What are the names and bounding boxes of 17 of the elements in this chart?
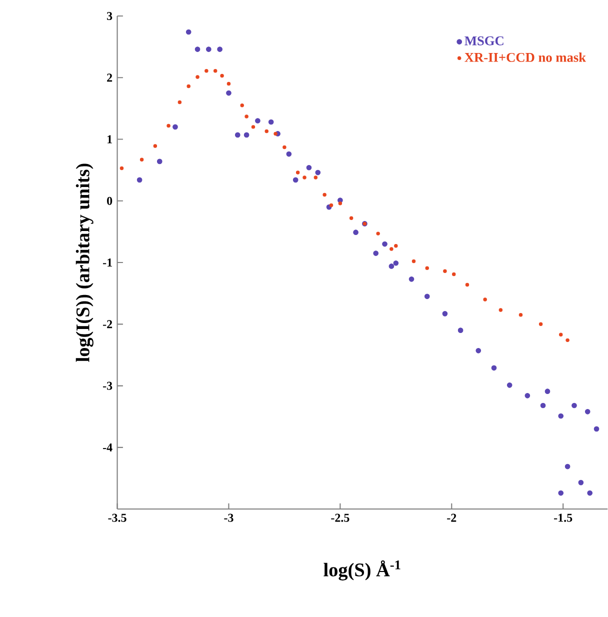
x-tick-label: -3.5 — [108, 514, 126, 522]
y-tick-label: -3 — [103, 382, 112, 390]
legend-label: XR-II+CCD no mask — [464, 52, 586, 62]
y-axis-title: log(I(S)) (arbitary units) — [76, 164, 94, 362]
x-tick-label: -3 — [224, 514, 234, 522]
x-tick-label: -2 — [447, 514, 456, 522]
y-tick-label: 2 — [107, 74, 112, 82]
y-tick-label: 1 — [108, 135, 112, 144]
legend-label: MSGC — [464, 36, 504, 46]
x-axis-title: log(S) Å$^{-1}$ — [324, 560, 400, 580]
y-tick-label: -1 — [103, 258, 112, 266]
x-tick-label: -2.5 — [331, 514, 350, 522]
y-tick-label: -2 — [103, 320, 112, 328]
y-tick-label: 0 — [107, 196, 112, 205]
x-tick-label: -1.5 — [554, 514, 572, 522]
y-tick-label: 3 — [107, 12, 112, 20]
y-tick-label: -4 — [103, 443, 112, 452]
